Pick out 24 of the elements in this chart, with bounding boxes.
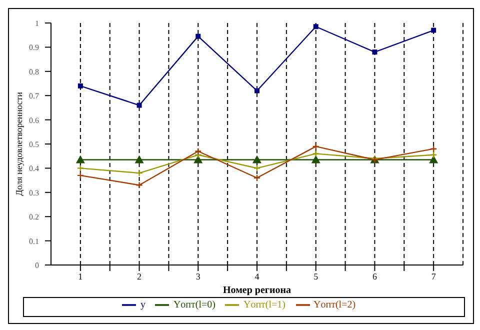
legend-label: Yопт(l=0)	[173, 299, 216, 310]
y-tick-label: 0.4	[29, 164, 39, 174]
x-tick-label: 4	[254, 271, 260, 282]
x-tick-label: 7	[431, 271, 436, 282]
y-tick-label: 0.5	[29, 140, 39, 149]
x-tick-label: 6	[372, 271, 378, 282]
y-tick-label: 0.6	[29, 116, 39, 125]
y-tick-label: 0.9	[29, 43, 39, 52]
x-tick-label: 3	[196, 271, 201, 282]
legend-label: Yопт(l=2)	[314, 299, 356, 310]
legend-label: Yопт(l=1)	[243, 299, 286, 310]
y-tick-label: 0	[35, 261, 39, 270]
y-tick-label: 0.2	[29, 212, 39, 222]
legend-label: y	[140, 299, 146, 310]
y-tick-label: 1	[35, 19, 39, 28]
x-tick-label: 5	[314, 271, 319, 282]
x-tick-label: 2	[137, 271, 142, 282]
y-tick-label: 0.1	[29, 236, 39, 246]
y-tick-label: 0.8	[29, 67, 39, 76]
x-tick-label: 1	[78, 271, 83, 282]
y-axis-title: Доля неудовлетворенности	[14, 92, 24, 196]
y-tick-label: 0.3	[29, 188, 39, 198]
y-tick-label: 0.7	[29, 92, 39, 101]
x-axis-title: Номер региона	[223, 285, 291, 296]
